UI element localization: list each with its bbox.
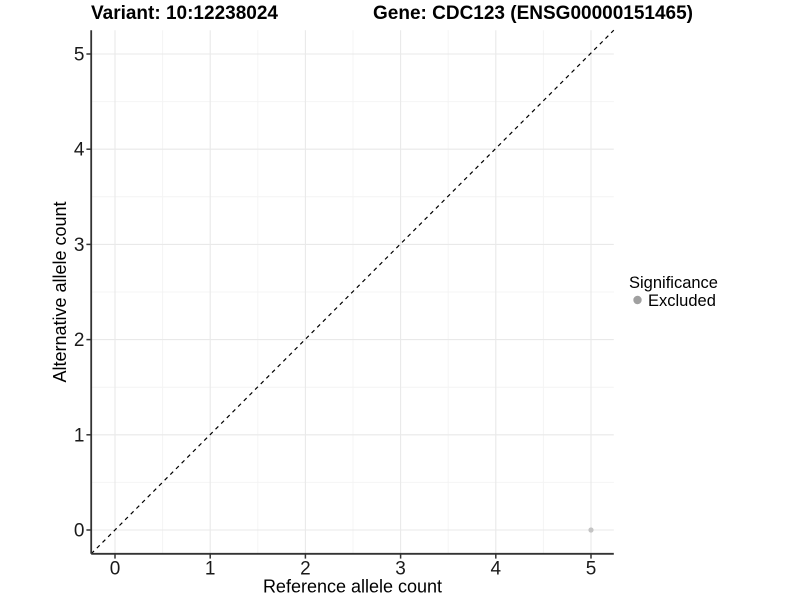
data-point (588, 527, 594, 533)
y-tick-label: 1 (74, 425, 85, 446)
x-tick-label: 1 (205, 559, 216, 580)
grid-major (91, 30, 614, 554)
y-tick-label: 4 (74, 140, 85, 161)
y-tick-label: 5 (74, 45, 85, 66)
y-tick-labels: 0 1 2 3 4 5 (74, 45, 85, 542)
legend-marker-excluded-icon (633, 295, 642, 305)
legend-title: Significance (629, 274, 718, 292)
points-layer (588, 527, 594, 533)
x-tick-label: 3 (395, 559, 406, 580)
x-tick-labels: 0 1 2 3 4 5 (110, 559, 597, 580)
x-tick-label: 5 (586, 559, 597, 580)
legend: Significance Excluded (629, 274, 718, 310)
x-tick-label: 0 (110, 559, 121, 580)
y-axis-title: Alternative allele count (50, 201, 70, 382)
plot-title-variant: Variant: 10:12238024 (91, 3, 278, 24)
y-tick-label: 2 (74, 330, 85, 351)
y-tick-label: 0 (74, 521, 85, 542)
plot-title-gene: Gene: CDC123 (ENSG00000151465) (373, 3, 693, 24)
identity-line (90, 29, 615, 555)
legend-item-label: Excluded (648, 292, 716, 310)
x-axis-ticks (114, 553, 592, 559)
y-tick-label: 3 (74, 235, 85, 256)
x-tick-label: 2 (300, 559, 311, 580)
y-axis-ticks (86, 53, 92, 531)
x-tick-label: 4 (491, 559, 502, 580)
x-axis-title: Reference allele count (263, 577, 442, 597)
